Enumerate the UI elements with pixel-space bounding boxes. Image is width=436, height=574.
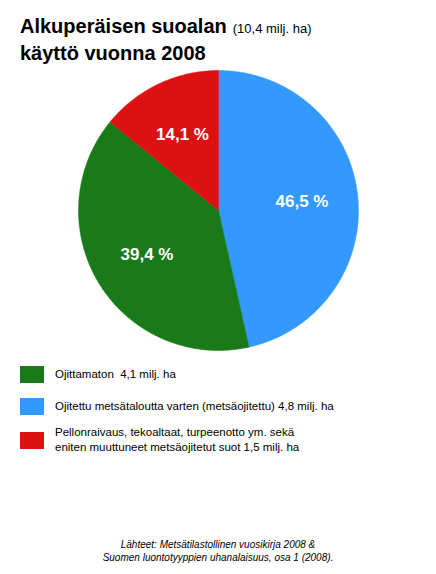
html-text:Lähteet: Metsätilastollinen vu: Lähteet: Metsätilastollinen vuosikirja 2…	[102, 539, 334, 563]
html-text:Ojitettu metsätaloutta varten: Ojitettu metsätaloutta varten (metsäojit…	[55, 399, 334, 412]
html-text:käyttö vuonna 2008: käyttö vuonna 2008	[20, 42, 206, 64]
html-text:Pellonraivaus, tekoaltaat, tur: Pellonraivaus, tekoaltaat, turpeenotto y…	[55, 426, 300, 453]
svg-text:14,1 %: 14,1 %	[156, 125, 209, 144]
html-text:Ojittamaton 4,1 milj. ha: Ojittamaton 4,1 milj. ha	[55, 367, 176, 380]
svg-text:46,5 %: 46,5 %	[276, 192, 329, 211]
html-text:Alkuperäisen suoalan (10,4 mil: Alkuperäisen suoalan (10,4 milj. ha)	[20, 15, 312, 37]
svg-text:39,4 %: 39,4 %	[121, 245, 174, 264]
